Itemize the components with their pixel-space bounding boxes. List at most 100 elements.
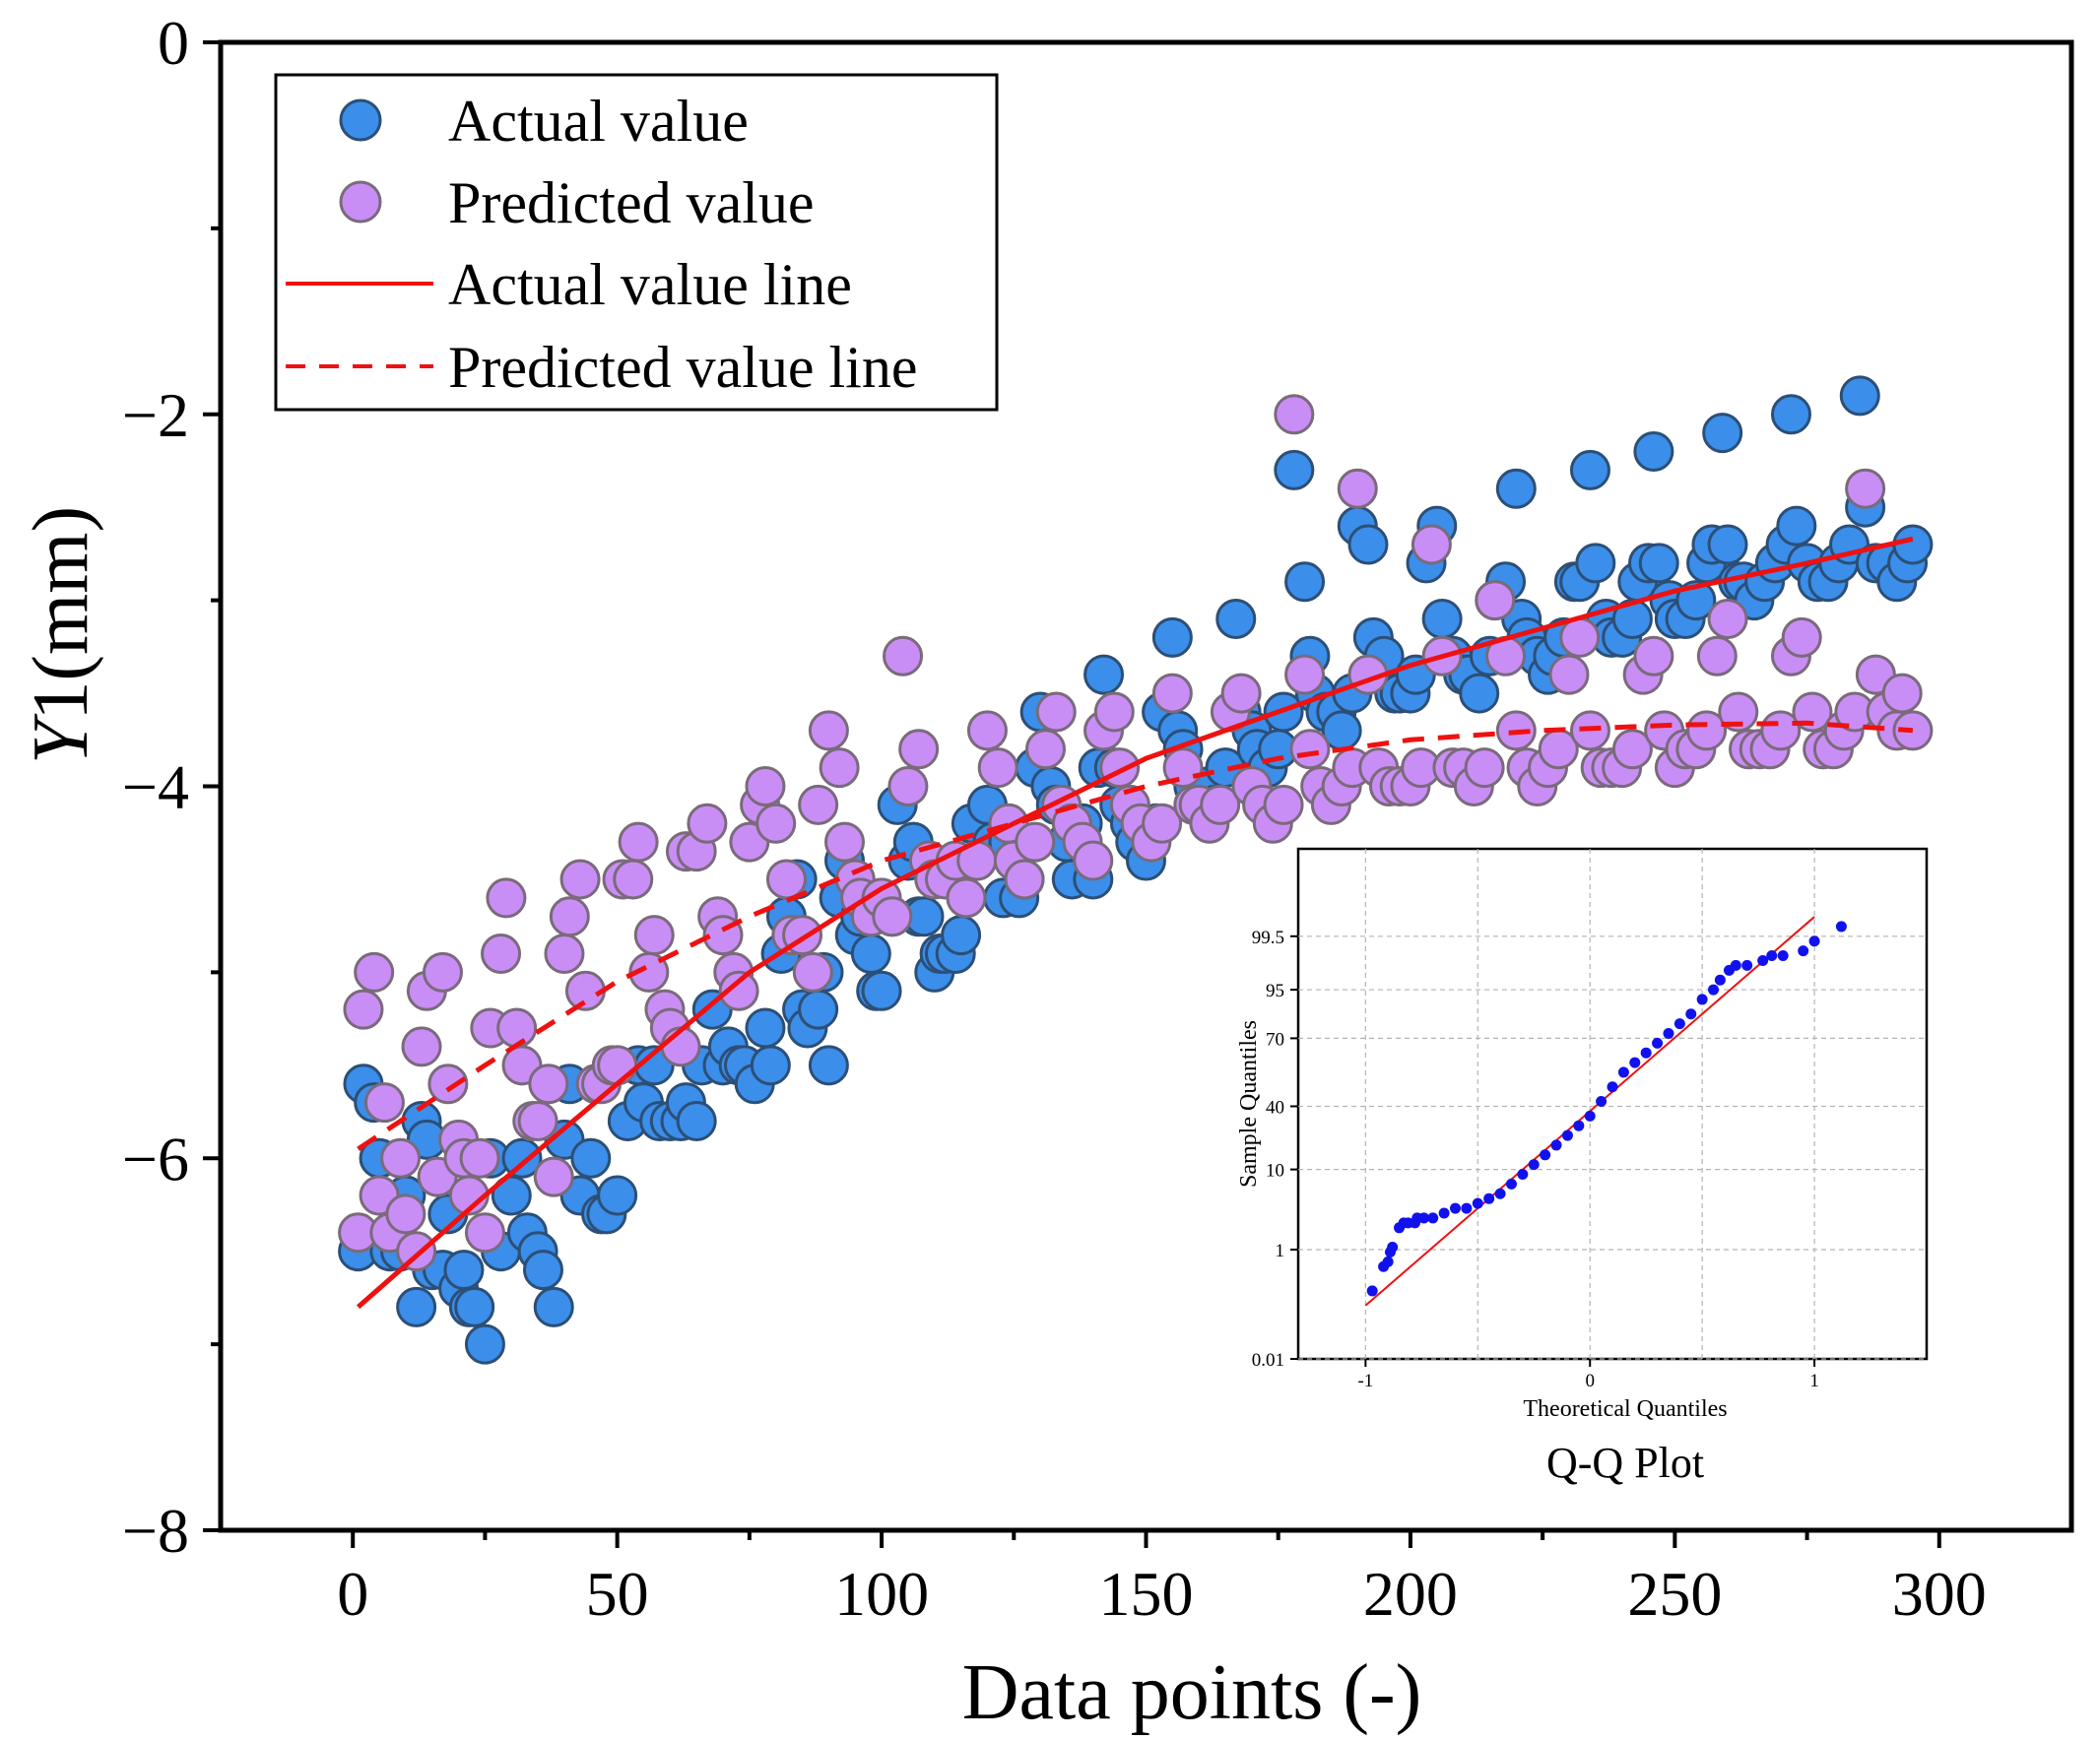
qq-y-tick-label: 70: [1266, 1029, 1284, 1050]
qq-point: [1427, 1212, 1439, 1224]
qq-point: [1673, 1018, 1685, 1030]
qq-point: [1472, 1197, 1483, 1209]
data-point: [1707, 524, 1748, 565]
data-point: [1200, 784, 1241, 825]
y-axis-title-unit: 1(mm): [18, 506, 104, 721]
data-point: [1702, 413, 1743, 454]
data-point: [454, 1286, 495, 1327]
qq-point: [1708, 984, 1720, 996]
data-point: [1421, 599, 1463, 640]
x-tick-label: 50: [586, 1559, 649, 1629]
data-point: [1151, 616, 1193, 658]
qq-point: [1741, 959, 1753, 971]
data-point: [966, 710, 1008, 751]
qq-y-axis-title: Sample Quantiles: [1236, 1020, 1262, 1188]
qq-point: [1461, 1202, 1473, 1214]
data-point: [1611, 729, 1653, 770]
qq-y-tick-label: 95: [1266, 981, 1284, 1001]
data-point: [850, 933, 891, 974]
data-point: [883, 635, 924, 677]
data-point: [385, 1193, 427, 1235]
qq-y-tick-label: 99.5: [1252, 928, 1284, 948]
data-point: [808, 710, 849, 751]
qq-point: [1494, 1188, 1506, 1199]
data-point: [343, 989, 384, 1030]
qq-point: [1387, 1242, 1399, 1254]
data-point: [396, 1286, 437, 1327]
data-point: [1004, 859, 1045, 900]
data-point: [1035, 691, 1077, 733]
qq-point: [1663, 1027, 1674, 1039]
data-point: [443, 1250, 485, 1291]
data-point: [872, 896, 913, 937]
data-point: [745, 1007, 786, 1049]
data-point: [1459, 673, 1500, 714]
data-point: [1162, 747, 1204, 789]
data-point: [792, 951, 833, 993]
qq-point: [1450, 1202, 1461, 1214]
qq-point: [1528, 1159, 1540, 1171]
x-tick-label: 200: [1363, 1559, 1458, 1629]
data-point: [1707, 599, 1748, 640]
data-point: [501, 1137, 543, 1179]
qq-y-tick-label: 1: [1276, 1241, 1285, 1261]
data-point: [1718, 691, 1759, 733]
qq-point: [1438, 1207, 1450, 1219]
data-point: [464, 1212, 505, 1254]
data-point: [687, 803, 728, 844]
data-point: [861, 970, 902, 1011]
data-point: [633, 915, 675, 956]
data-point: [1215, 599, 1257, 640]
data-point: [1289, 729, 1331, 770]
x-tick-label: 150: [1099, 1559, 1194, 1629]
qq-title: Q-Q Plot: [1546, 1439, 1704, 1487]
data-point: [570, 1137, 612, 1179]
y-axis-title: Y1(mm): [18, 506, 104, 764]
qq-point: [1573, 1120, 1585, 1131]
data-point: [491, 1175, 532, 1216]
qq-point: [1505, 1178, 1517, 1190]
qq-point: [1696, 994, 1708, 1005]
qq-series: [1298, 849, 1927, 1360]
qq-point: [1550, 1139, 1562, 1151]
data-point: [1220, 673, 1262, 714]
qq-point: [1685, 1008, 1697, 1020]
data-point: [401, 1026, 442, 1067]
data-point: [363, 1082, 405, 1124]
data-point: [765, 859, 807, 900]
legend-box: [274, 73, 999, 412]
data-point: [660, 1026, 701, 1067]
legend-label-actual: Actual value: [448, 89, 749, 154]
data-point: [1093, 691, 1135, 733]
qq-y-tick-label: 10: [1266, 1161, 1284, 1182]
qq-point: [1483, 1192, 1495, 1204]
qq-x-tick-label: 0: [1585, 1371, 1595, 1391]
data-point: [533, 1286, 574, 1327]
data-point: [544, 933, 585, 974]
data-point: [1696, 635, 1738, 677]
data-point: [496, 1007, 538, 1049]
data-point: [798, 989, 839, 1030]
data-point: [946, 877, 987, 919]
data-point: [1633, 431, 1674, 473]
qq-point: [1517, 1169, 1529, 1181]
data-point: [528, 1063, 569, 1105]
qq-point: [1730, 959, 1741, 971]
data-point: [718, 970, 759, 1011]
data-point: [1464, 747, 1505, 789]
qq-x-axis-title: Theoretical Quantiles: [1523, 1396, 1727, 1422]
data-point: [1151, 673, 1193, 714]
actual-value-line: [356, 536, 1914, 1310]
legend: Actual value Predicted value Actual valu…: [274, 73, 999, 412]
data-point: [422, 951, 463, 993]
qq-point: [1629, 1057, 1641, 1068]
data-point: [559, 859, 601, 900]
qq-point: [1540, 1149, 1551, 1161]
data-point: [1411, 524, 1452, 565]
legend-marker-actual: [339, 98, 382, 142]
data-point: [1337, 468, 1378, 509]
data-point: [380, 1137, 422, 1179]
qq-point: [1640, 1047, 1652, 1059]
data-point: [1559, 616, 1601, 658]
qq-point: [1757, 954, 1769, 966]
